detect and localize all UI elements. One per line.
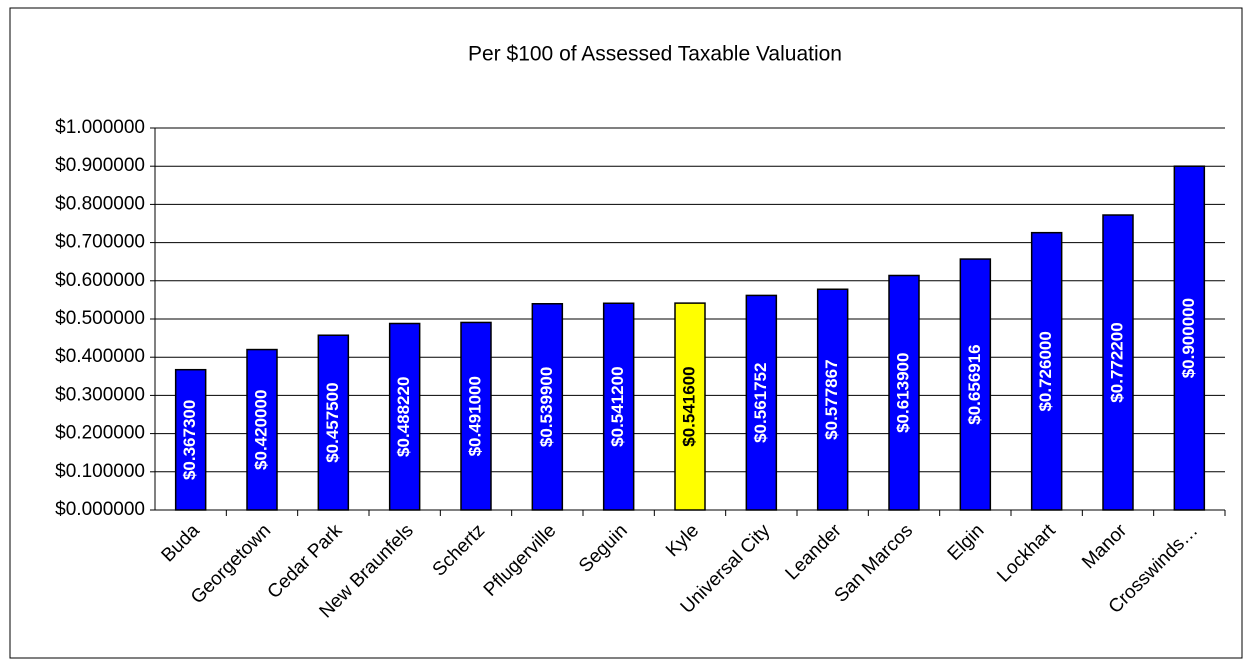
bar xyxy=(388,322,421,511)
bar xyxy=(1173,165,1206,511)
bar xyxy=(674,302,706,511)
y-tick-label: $0.200000 xyxy=(55,423,145,444)
chart-title: Per $100 of Assessed Taxable Valuation xyxy=(468,43,842,66)
y-tick-label: $1.000000 xyxy=(55,117,145,138)
bar xyxy=(602,302,635,511)
y-tick-label: $0.100000 xyxy=(55,461,145,482)
y-tick-label: $0.700000 xyxy=(55,232,145,253)
bar xyxy=(959,258,992,511)
bar xyxy=(888,274,920,511)
bar xyxy=(460,321,492,511)
bar xyxy=(1030,231,1063,511)
value-label: $0.613900 xyxy=(893,353,912,433)
y-tick-label: $0.300000 xyxy=(55,384,145,405)
bar xyxy=(246,348,278,511)
value-label: $0.491000 xyxy=(465,376,484,456)
value-label: $0.772200 xyxy=(1107,322,1126,402)
value-label: $0.488220 xyxy=(394,377,413,457)
value-label: $0.367300 xyxy=(180,400,199,480)
y-tick-label: $0.800000 xyxy=(55,193,145,214)
value-label: $0.420000 xyxy=(251,390,270,470)
bar xyxy=(174,368,207,511)
value-label: $0.577867 xyxy=(822,359,841,439)
y-tick-label: $0.000000 xyxy=(55,499,145,520)
value-label: $0.656916 xyxy=(965,344,984,424)
value-label: $0.541200 xyxy=(608,366,627,446)
bar xyxy=(1102,214,1134,511)
y-tick-label: $0.600000 xyxy=(55,270,145,291)
value-label: $0.541600 xyxy=(679,366,698,446)
bar xyxy=(531,303,564,511)
y-tick-label: $0.900000 xyxy=(55,155,145,176)
value-label: $0.726000 xyxy=(1036,331,1055,411)
y-tick-label: $0.500000 xyxy=(55,308,145,329)
value-label: $0.561752 xyxy=(751,363,770,443)
bar xyxy=(816,288,849,511)
value-label: $0.539900 xyxy=(537,367,556,447)
value-label: $0.900000 xyxy=(1179,298,1198,378)
value-label: $0.457500 xyxy=(323,382,342,462)
y-tick-label: $0.400000 xyxy=(55,346,145,367)
